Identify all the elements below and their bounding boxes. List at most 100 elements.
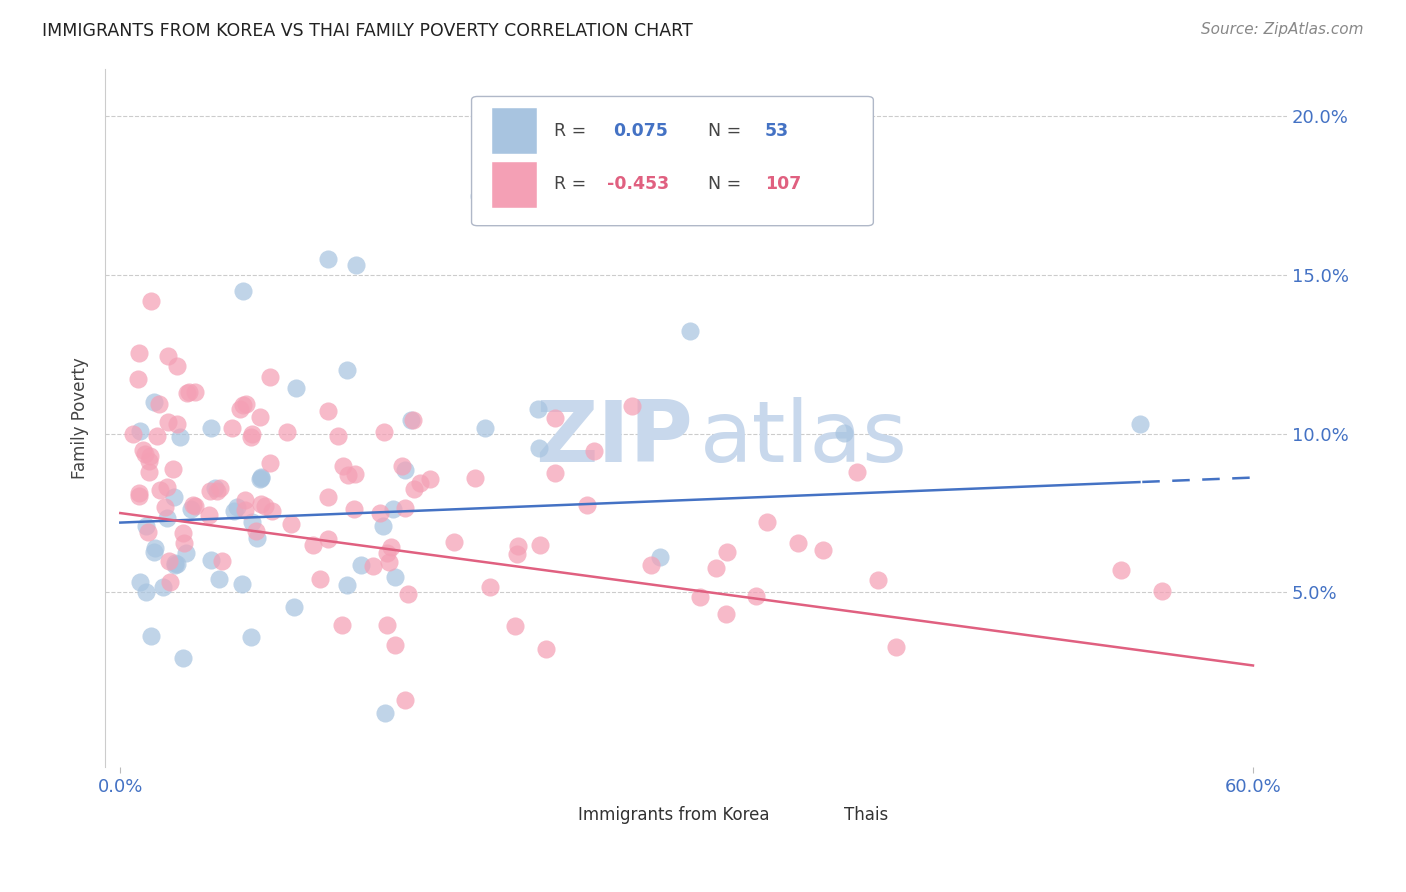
Point — [162, 461, 184, 475]
Point — [184, 384, 207, 399]
Point — [404, 482, 426, 496]
Point — [811, 542, 834, 557]
Point — [419, 472, 441, 486]
Point — [143, 395, 166, 409]
Point — [159, 574, 181, 589]
Point — [250, 470, 273, 484]
Point — [506, 539, 529, 553]
Point — [381, 501, 404, 516]
Point — [330, 618, 353, 632]
Point — [474, 421, 496, 435]
Point — [240, 426, 263, 441]
Point — [128, 489, 150, 503]
Point — [128, 346, 150, 360]
Point — [245, 524, 267, 538]
Point — [197, 508, 219, 522]
Point — [575, 498, 598, 512]
Text: Thais: Thais — [844, 806, 889, 824]
Point — [165, 556, 187, 570]
Point — [129, 424, 152, 438]
Point — [374, 706, 396, 720]
FancyBboxPatch shape — [492, 108, 537, 153]
Text: N =: N = — [707, 121, 741, 140]
Point — [136, 525, 159, 540]
Point — [443, 535, 465, 549]
Point — [375, 617, 398, 632]
Point — [343, 502, 366, 516]
Point — [228, 401, 250, 416]
Point — [350, 558, 373, 573]
Point — [226, 500, 249, 514]
Point — [344, 467, 367, 482]
Point — [834, 425, 856, 440]
Point — [135, 585, 157, 599]
Point — [401, 413, 423, 427]
Point — [640, 558, 662, 573]
Point — [156, 349, 179, 363]
Point — [139, 449, 162, 463]
Point — [128, 485, 150, 500]
Point — [276, 425, 298, 439]
Point — [249, 470, 271, 484]
Point — [316, 490, 339, 504]
Point — [716, 545, 738, 559]
Point — [249, 497, 271, 511]
Point — [208, 482, 231, 496]
Text: IMMIGRANTS FROM KOREA VS THAI FAMILY POVERTY CORRELATION CHART: IMMIGRANTS FROM KOREA VS THAI FAMILY POV… — [42, 22, 693, 40]
Point — [756, 515, 779, 529]
Point — [169, 430, 191, 444]
Point — [149, 483, 172, 498]
Point — [249, 410, 271, 425]
Point — [204, 481, 226, 495]
Point — [172, 526, 194, 541]
Y-axis label: Family Poverty: Family Poverty — [72, 357, 89, 479]
Point — [344, 259, 367, 273]
Point — [152, 580, 174, 594]
Point — [384, 570, 406, 584]
Point — [544, 466, 567, 480]
Point — [536, 642, 558, 657]
Point — [1129, 417, 1152, 432]
Text: Immigrants from Korea: Immigrants from Korea — [578, 806, 769, 824]
Point — [132, 442, 155, 457]
Point — [506, 547, 529, 561]
Point — [162, 490, 184, 504]
FancyBboxPatch shape — [797, 802, 832, 829]
Point — [138, 465, 160, 479]
Point — [259, 457, 281, 471]
Point — [211, 554, 233, 568]
Point — [143, 541, 166, 555]
Point — [253, 500, 276, 514]
FancyBboxPatch shape — [530, 802, 567, 829]
Point — [166, 359, 188, 373]
Point — [233, 493, 256, 508]
Point — [529, 538, 551, 552]
Point — [153, 500, 176, 514]
Point — [744, 589, 766, 603]
Point — [394, 693, 416, 707]
Point — [141, 629, 163, 643]
Point — [156, 415, 179, 429]
Point — [704, 561, 727, 575]
Point — [134, 447, 156, 461]
Point — [148, 397, 170, 411]
Point — [135, 518, 157, 533]
Point — [361, 558, 384, 573]
Point — [246, 531, 269, 545]
Point — [316, 252, 339, 266]
Point — [378, 555, 401, 569]
Point — [138, 453, 160, 467]
Point — [222, 504, 245, 518]
Text: N =: N = — [707, 176, 741, 194]
Point — [200, 553, 222, 567]
Point — [716, 607, 738, 621]
Point — [478, 580, 501, 594]
Point — [174, 545, 197, 559]
Point — [173, 536, 195, 550]
Point — [239, 430, 262, 444]
Point — [249, 472, 271, 486]
Point — [129, 575, 152, 590]
Point — [845, 465, 868, 479]
Point — [232, 284, 254, 298]
Point — [240, 630, 263, 644]
